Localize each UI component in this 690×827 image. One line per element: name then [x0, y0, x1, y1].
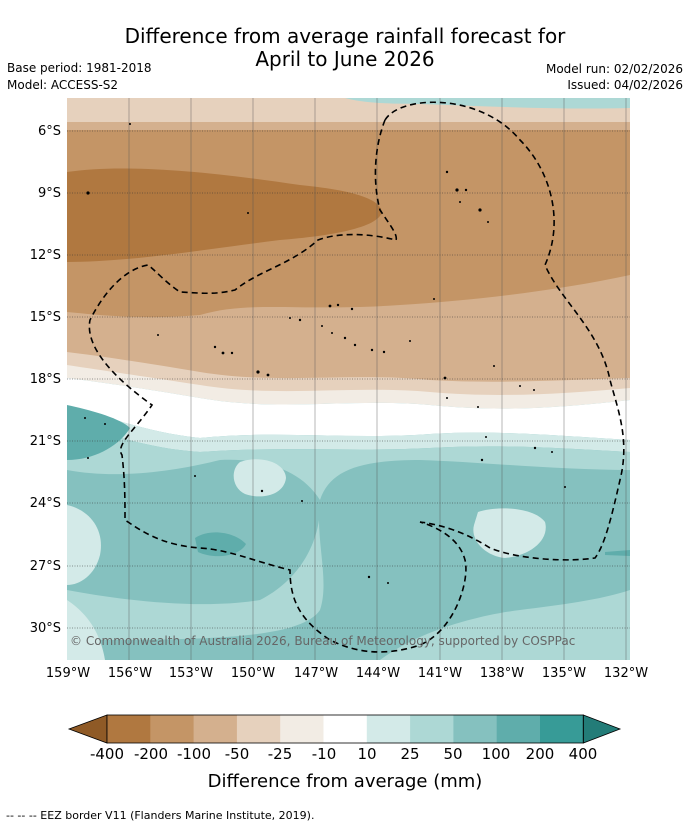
- colorbar-label: 10: [357, 745, 377, 763]
- colorbar-swatch: [496, 715, 541, 743]
- colorbar-swatch: [366, 715, 411, 743]
- patch-25-to-50-east: [380, 590, 630, 660]
- colorbar-swatch: [150, 715, 195, 743]
- patch-light-sw: [67, 600, 105, 660]
- model-name: Model: ACCESS-S2: [7, 78, 119, 92]
- colorbar-swatch: [410, 715, 454, 743]
- band-400-to-200: [67, 168, 382, 262]
- lon-label-132w: 132°W: [603, 666, 649, 681]
- colorbar-outline: [106, 714, 584, 744]
- colorbar-swatch: [323, 715, 368, 743]
- map-title-line2: April to June 2026: [255, 47, 435, 71]
- islands: [84, 123, 566, 584]
- lon-label-144w: 144°W: [355, 666, 401, 681]
- colorbar-label: -25: [267, 745, 293, 763]
- map-title-line1: Difference from average rainfall forecas…: [124, 24, 566, 48]
- colorbar-label: 200: [525, 745, 555, 763]
- patch-100-to-200-edge: [605, 550, 630, 556]
- colorbar-swatch: [280, 715, 324, 743]
- colorbar-label: 100: [481, 745, 511, 763]
- colorbar-label: -100: [176, 745, 212, 763]
- model-run-date: Model run: 02/02/2026: [545, 62, 683, 76]
- lat-label-24s: 24°S: [29, 496, 61, 511]
- eez-border: [88, 101, 625, 653]
- issued-date: Issued: 04/02/2026: [567, 78, 683, 92]
- lon-label-141w: 141°W: [417, 666, 463, 681]
- base-period: Base period: 1981-2018: [7, 61, 152, 75]
- lat-label-30s: 30°S: [29, 621, 61, 636]
- band-near-normal: [67, 378, 630, 440]
- lat-label-9s: 9°S: [37, 186, 61, 201]
- colorbar-label: -400: [89, 745, 125, 763]
- lat-label-15s: 15°S: [29, 310, 61, 325]
- colorbar-extend-high: [582, 714, 622, 744]
- lat-label-12s: 12°S: [29, 248, 61, 263]
- patch-light-east: [473, 508, 546, 558]
- colorbar-label: 400: [568, 745, 598, 763]
- lon-label-153w: 153°W: [168, 666, 214, 681]
- lon-label-150w: 150°W: [230, 666, 276, 681]
- patch-100-to-200-south: [195, 532, 246, 557]
- copyright-notice: © Commonwealth of Australia 2026, Bureau…: [70, 634, 576, 648]
- colorbar-swatch: [193, 715, 238, 743]
- lon-label-138w: 138°W: [479, 666, 525, 681]
- colorbar-label: -10: [311, 745, 337, 763]
- patch-light-center: [233, 459, 286, 497]
- patch-light-west: [67, 505, 101, 585]
- lat-label-6s: 6°S: [37, 124, 61, 139]
- lat-label-27s: 27°S: [29, 559, 61, 574]
- lat-label-18s: 18°S: [29, 372, 61, 387]
- colorbar-label: 50: [443, 745, 463, 763]
- colorbar-label: 25: [400, 745, 420, 763]
- patch-top-teal: [345, 98, 630, 109]
- colorbar-swatch: [107, 715, 151, 743]
- colorbar-title: Difference from average (mm): [207, 771, 483, 792]
- colorbar: [67, 714, 622, 744]
- colorbar-label: -200: [133, 745, 169, 763]
- patch-100-to-200-west: [67, 405, 130, 460]
- colorbar-swatch: [453, 715, 498, 743]
- colorbar-swatch: [540, 715, 584, 743]
- colorbar-label: -50: [224, 745, 250, 763]
- colorbar-extend-low: [67, 714, 108, 744]
- lon-label-147w: 147°W: [293, 666, 339, 681]
- lon-label-135w: 135°W: [541, 666, 587, 681]
- eez-legend-note: -- -- -- EEZ border V11 (Flanders Marine…: [6, 809, 315, 822]
- lon-label-156w: 156°W: [107, 666, 153, 681]
- colorbar-swatch: [236, 715, 281, 743]
- rainfall-map: [67, 98, 630, 660]
- lon-label-159w: 159°W: [45, 666, 91, 681]
- lat-label-21s: 21°S: [29, 434, 61, 449]
